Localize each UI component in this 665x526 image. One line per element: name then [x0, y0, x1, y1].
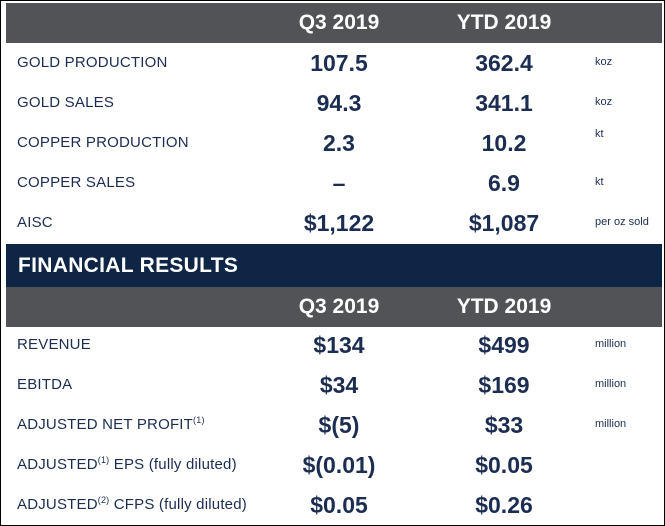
- table-row-copper-sales: COPPER SALES – 6.9 kt: [6, 163, 662, 203]
- row-label: AISC: [17, 214, 53, 231]
- column-header-q3: Q3 2019: [298, 11, 380, 34]
- operating-header-row: Q3 2019 YTD 2019: [6, 3, 662, 43]
- unit-label: million: [595, 418, 627, 430]
- table-row-adjusted-eps: ADJUSTED(1) EPS (fully diluted) $(0.01) …: [6, 445, 662, 485]
- column-header-ytd: YTD 2019: [456, 11, 552, 34]
- ytd-value: $0.05: [475, 452, 533, 478]
- q3-value: $134: [313, 332, 365, 358]
- ytd-value: 10.2: [481, 130, 527, 156]
- q3-value: 107.5: [310, 50, 368, 76]
- unit-label: kt: [595, 128, 604, 140]
- q3-value: 94.3: [316, 90, 362, 116]
- table-row-gold-production: GOLD PRODUCTION 107.5 362.4 koz: [6, 43, 662, 83]
- ytd-value: $33: [484, 412, 524, 438]
- row-label: COPPER PRODUCTION: [17, 134, 189, 151]
- unit-label: per oz sold: [595, 216, 649, 228]
- row-label: ADJUSTED(2) CFPS (fully diluted): [17, 495, 247, 514]
- unit-label: koz: [595, 96, 613, 108]
- column-header-ytd: YTD 2019: [456, 295, 552, 318]
- footnote-marker: (2): [97, 495, 110, 505]
- ytd-value: $0.26: [475, 492, 533, 518]
- unit-label: million: [595, 378, 627, 390]
- row-label: COPPER SALES: [17, 174, 136, 191]
- table-row-ebitda: EBITDA $34 $169 million: [6, 365, 662, 405]
- ytd-value: 341.1: [475, 90, 533, 116]
- ytd-value: $499: [478, 332, 530, 358]
- row-label: EBITDA: [17, 376, 73, 393]
- q3-value: –: [332, 170, 346, 196]
- ytd-value: 6.9: [488, 170, 520, 196]
- financial-results-banner: FINANCIAL RESULTS: [6, 244, 662, 287]
- column-header-q3: Q3 2019: [298, 295, 380, 318]
- table-row-adjusted-net-profit: ADJUSTED NET PROFIT(1) $(5) $33 million: [6, 405, 662, 445]
- financial-header-row: Q3 2019 YTD 2019: [6, 287, 662, 327]
- table-row-copper-production: COPPER PRODUCTION 2.3 10.2 kt: [6, 123, 662, 163]
- footnote-marker: (1): [193, 415, 205, 425]
- q3-value: $(5): [318, 412, 360, 438]
- footnote-marker: (1): [97, 455, 110, 465]
- q3-value: $0.05: [310, 492, 368, 518]
- q3-value: $34: [319, 372, 359, 398]
- table-row-adjusted-cfps: ADJUSTED(2) CFPS (fully diluted) $0.05 $…: [6, 485, 662, 525]
- q3-value: $1,122: [303, 210, 375, 236]
- ytd-value: $1,087: [468, 210, 540, 236]
- table-row-gold-sales: GOLD SALES 94.3 341.1 koz: [6, 83, 662, 123]
- unit-label: kt: [595, 176, 604, 188]
- row-label: ADJUSTED NET PROFIT(1): [17, 415, 205, 434]
- section-title: FINANCIAL RESULTS: [18, 254, 239, 277]
- row-label: REVENUE: [17, 336, 91, 353]
- ytd-value: 362.4: [475, 50, 533, 76]
- q3-value: 2.3: [323, 130, 355, 156]
- ytd-value: $169: [478, 372, 530, 398]
- table-row-revenue: REVENUE $134 $499 million: [6, 325, 662, 365]
- table-row-aisc: AISC $1,122 $1,087 per oz sold: [6, 203, 662, 243]
- row-label: GOLD SALES: [17, 94, 115, 111]
- row-label: ADJUSTED(1) EPS (fully diluted): [17, 455, 237, 474]
- row-label: GOLD PRODUCTION: [17, 54, 168, 71]
- unit-label: koz: [595, 56, 613, 68]
- q3-value: $(0.01): [302, 452, 376, 478]
- unit-label: million: [595, 338, 627, 350]
